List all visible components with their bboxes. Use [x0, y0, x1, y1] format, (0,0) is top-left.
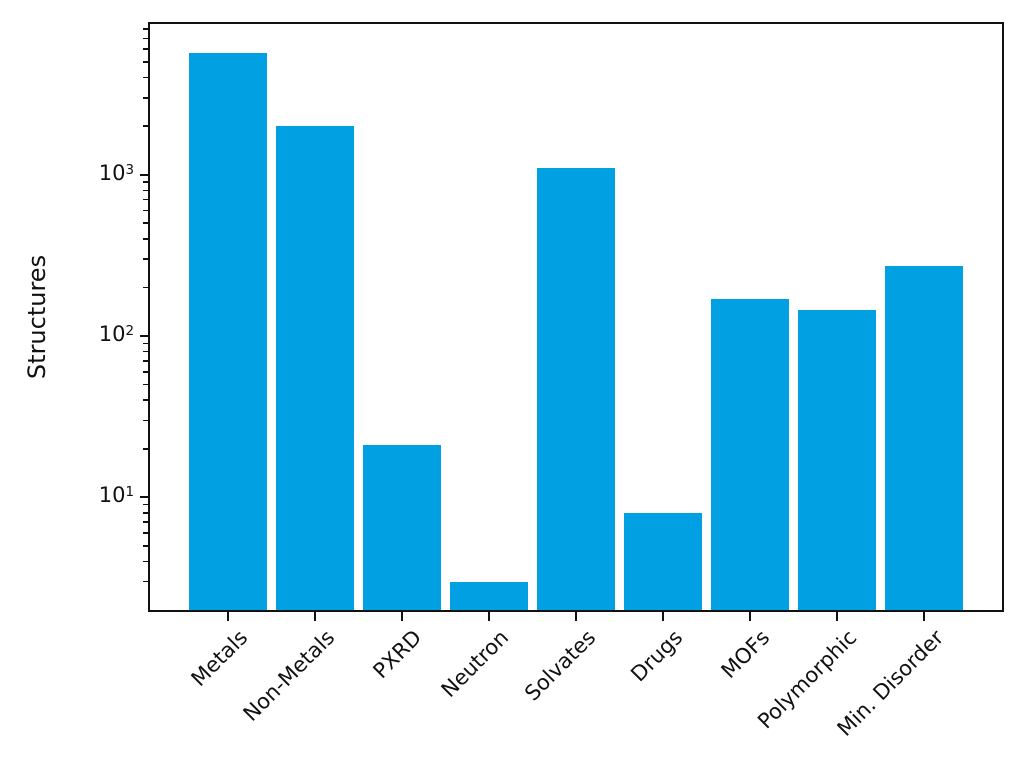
y-axis-minor-tick — [143, 532, 148, 534]
x-axis-tick-label-mofs: MOFs — [716, 625, 775, 684]
bar-non-metals — [276, 126, 354, 610]
bar-min-disorder — [885, 266, 963, 610]
x-axis-tick-label-metals: Metals — [186, 625, 253, 691]
y-axis-tick-label: 101 — [98, 483, 134, 508]
y-axis-tick-label: 102 — [98, 321, 134, 346]
x-axis-tick — [575, 612, 577, 621]
y-axis-minor-tick — [143, 512, 148, 514]
bar-pxrd — [363, 445, 441, 610]
y-axis-minor-tick — [143, 28, 148, 30]
y-axis-minor-tick — [143, 545, 148, 547]
bar-neutron — [450, 581, 528, 610]
y-axis-minor-tick — [143, 189, 148, 192]
x-axis-tick — [923, 612, 925, 621]
y-axis-minor-tick — [143, 503, 148, 506]
y-axis-minor-tick — [143, 48, 148, 50]
y-axis-minor-tick — [143, 181, 148, 183]
y-axis-minor-tick — [143, 360, 148, 362]
y-axis-minor-tick — [143, 209, 148, 212]
bar-mofs — [711, 298, 789, 610]
y-axis-tick-label: 103 — [98, 160, 134, 185]
y-axis-minor-tick — [143, 399, 148, 401]
y-axis-title: Structures — [23, 254, 51, 380]
y-axis-minor-tick — [143, 96, 148, 99]
y-axis-minor-tick — [143, 125, 148, 127]
bar-polymorphic — [798, 309, 876, 610]
y-axis-minor-tick — [143, 222, 148, 225]
y-axis-minor-tick — [143, 258, 148, 260]
x-axis-tick-label-solvates: Solvates — [520, 625, 601, 706]
x-axis-tick — [488, 612, 490, 621]
y-axis-major-tick — [140, 334, 148, 337]
y-axis-minor-tick — [143, 383, 148, 386]
y-axis-major-tick — [140, 496, 148, 499]
y-axis-minor-tick — [143, 370, 148, 373]
y-axis-minor-tick — [143, 580, 148, 583]
plot-area: 101 102 103 Metals Non-Metals PXRD Neutron Solv… — [99, 22, 1004, 741]
x-axis-tick-label-pxrd: PXRD — [368, 625, 427, 684]
y-axis-minor-tick — [143, 419, 148, 422]
x-axis-tick — [401, 612, 403, 621]
y-axis-minor-tick — [143, 76, 148, 79]
bar-drugs — [624, 512, 702, 610]
y-axis-minor-tick — [143, 521, 148, 524]
x-axis-tick — [314, 612, 316, 621]
y-axis-major-tick — [140, 173, 148, 176]
bar-metals — [189, 52, 267, 610]
x-axis-tick — [836, 612, 838, 621]
y-axis-minor-tick — [143, 342, 148, 345]
x-axis-tick-label-non-metals: Non-Metals — [238, 625, 340, 726]
x-axis-tick — [227, 612, 229, 621]
y-axis-minor-tick — [143, 198, 148, 201]
x-axis-tick — [749, 612, 751, 621]
x-axis-tick-label-neutron: Neutron — [436, 625, 514, 703]
y-axis-minor-tick — [143, 286, 148, 289]
y-axis-minor-tick — [143, 238, 148, 240]
y-axis-minor-tick — [143, 447, 148, 450]
y-axis-minor-tick — [143, 37, 148, 40]
bar-solvates — [537, 168, 615, 610]
y-axis-minor-tick — [143, 350, 148, 353]
y-axis-minor-tick — [143, 560, 148, 563]
x-axis-tick — [662, 612, 664, 621]
y-axis-minor-tick — [143, 61, 148, 63]
x-axis-tick-label-drugs: Drugs — [626, 625, 688, 687]
